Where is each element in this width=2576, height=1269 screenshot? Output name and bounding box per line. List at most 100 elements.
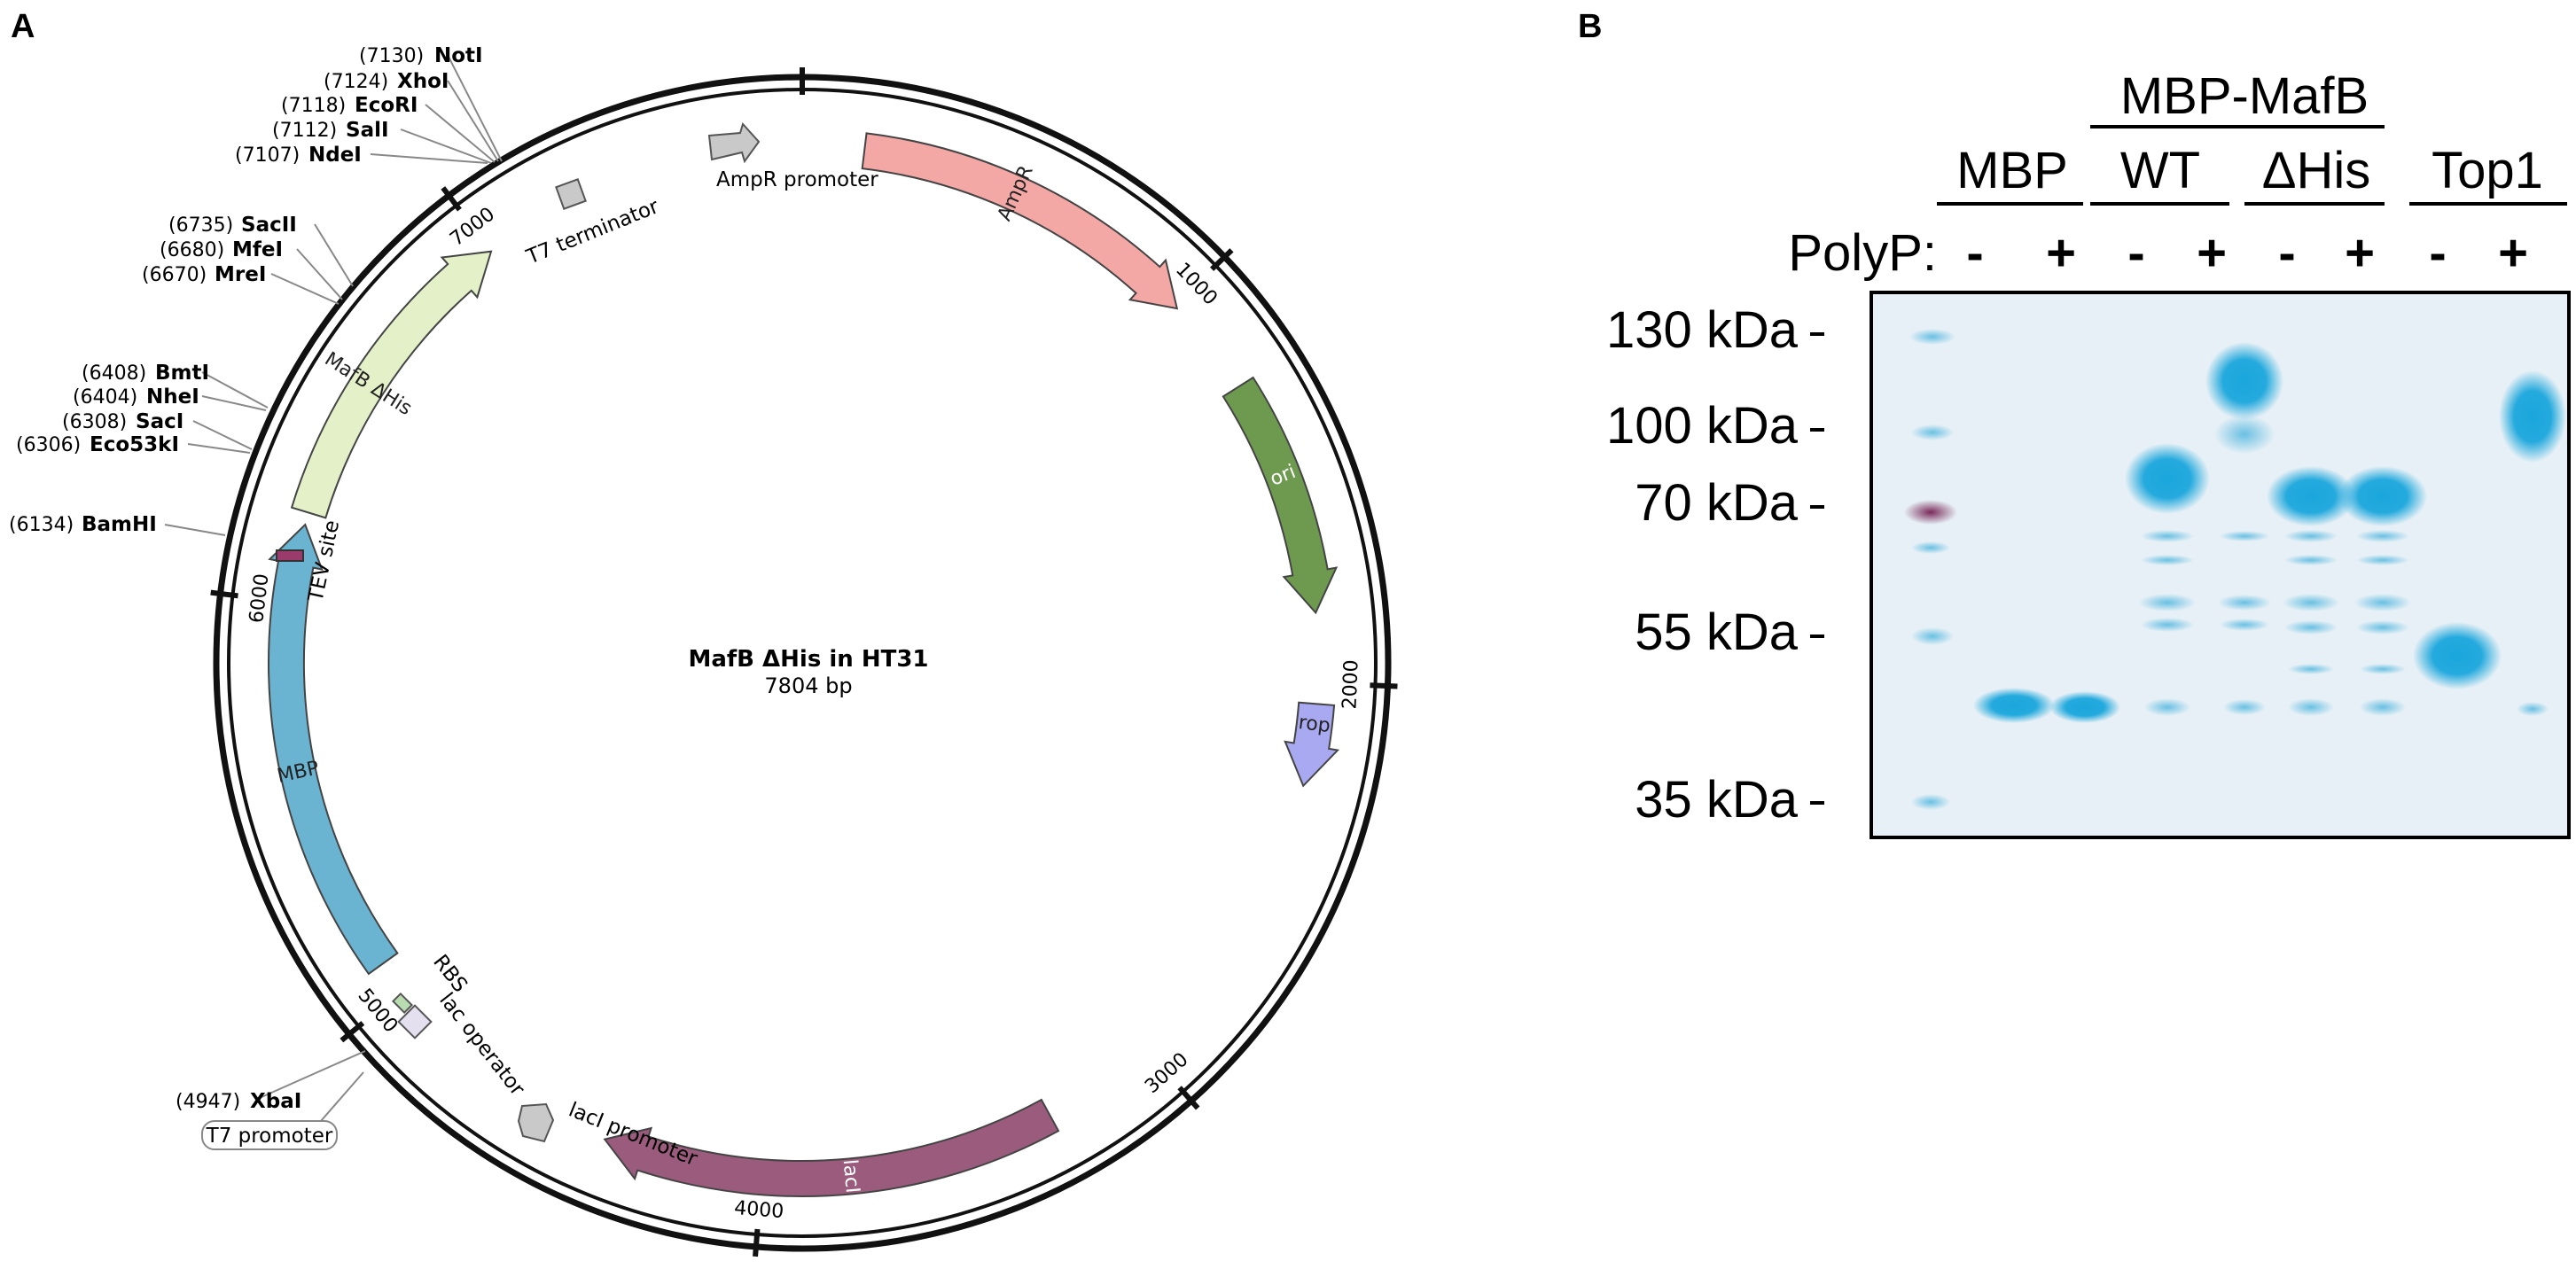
marker-70: 70 kDa <box>1635 474 1824 532</box>
band-faint <box>2283 594 2339 611</box>
feature-rop <box>1284 701 1340 788</box>
site-nhei-name: NheI <box>146 385 199 409</box>
site-bamhi: (6134) BamHI <box>9 513 226 536</box>
panel-a-label: A <box>11 8 35 45</box>
site-noti: (7130) NotI <box>359 44 503 162</box>
marker-130: 130 kDa <box>1606 301 1824 359</box>
site-ecori-name: EcoRI <box>355 94 418 117</box>
site-xhoi-pos: (7124) <box>324 71 388 93</box>
tick-6000 <box>210 589 238 599</box>
lane-mbp-plus <box>2049 691 2120 723</box>
band-faint <box>2220 531 2269 541</box>
band <box>2205 342 2283 420</box>
site-nhei: (6404) NheI <box>73 385 267 411</box>
site-mrei-name: MreI <box>215 263 266 286</box>
lac-operator-feature: lac operator <box>397 989 529 1101</box>
marker-55: 55 kDa <box>1635 603 1824 661</box>
tick-5000 <box>340 1021 365 1043</box>
t7-terminator-label: T7 terminator <box>523 195 663 269</box>
group-header-mbp-mafb: MBP-MafB <box>2120 67 2369 125</box>
band-faint <box>2288 698 2334 716</box>
polyp-row-label: PolyP: <box>1788 224 1937 282</box>
band-faint <box>2284 620 2338 634</box>
band-faint <box>2356 555 2409 565</box>
band-faint <box>2354 594 2411 611</box>
lane-top1-plus <box>2499 370 2566 716</box>
lac-operator-box <box>397 1004 433 1039</box>
band-faint <box>2214 415 2275 454</box>
laci-promoter-feature: lacI promoter <box>517 1098 701 1171</box>
ampr-promoter-arrow <box>707 122 761 164</box>
marker-label: 55 kDa <box>1635 603 1799 661</box>
site-sacii: (6735) SacII <box>168 214 354 287</box>
site-bamhi-leader <box>164 524 226 536</box>
band-faint <box>2141 530 2194 542</box>
site-noti-name: NotI <box>434 44 483 67</box>
site-sacii-pos: (6735) <box>168 214 233 237</box>
band <box>2338 466 2427 526</box>
tick-label-2000: 2000 <box>1339 659 1362 710</box>
site-noti-leader <box>447 54 503 162</box>
site-ecori-pos: (7118) <box>281 95 346 117</box>
polyp-sign: - <box>2278 224 2295 282</box>
ladder-band <box>1909 329 1955 345</box>
site-eco53ki-pos: (6306) <box>16 434 81 456</box>
polyp-sign: + <box>2345 224 2375 282</box>
marker-label: 130 kDa <box>1606 301 1799 359</box>
marker-label: 35 kDa <box>1635 771 1799 829</box>
site-xhoi: (7124) XhoI <box>324 70 499 162</box>
panel-b-label: B <box>1578 8 1602 45</box>
group-wt: WT <box>2120 142 2200 199</box>
site-bmti: (6408) BmtI <box>82 362 269 409</box>
feature-ampr <box>861 132 1179 310</box>
t7-promoter-box <box>201 1120 338 1150</box>
group-dhis: ΔHis <box>2262 142 2371 199</box>
band-faint <box>2517 702 2549 716</box>
lane-wt-plus <box>2205 342 2283 715</box>
marker-35: 35 kDa <box>1635 771 1824 829</box>
polyp-sign: + <box>2046 224 2076 282</box>
site-xbai: (4947) XbaI <box>176 1050 366 1113</box>
site-sali: (7112) SalI <box>272 119 492 164</box>
site-mrei: (6670) MreI <box>142 263 340 305</box>
site-sali-name: SalI <box>346 119 389 142</box>
lane-dhis-plus <box>2338 466 2427 716</box>
band-faint <box>2141 618 2194 632</box>
site-bmti-pos: (6408) <box>82 362 146 385</box>
marker-label: 70 kDa <box>1635 474 1799 532</box>
group-mbp: MBP <box>1956 142 2068 199</box>
site-bamhi-name: BamHI <box>82 513 157 536</box>
ladder-lane <box>1904 329 1957 810</box>
ladder-band <box>1911 794 1950 810</box>
site-sacii-name: SacII <box>241 214 297 237</box>
rbs-box <box>391 992 414 1015</box>
laci-promoter-arrow <box>517 1102 555 1143</box>
ladder-band <box>1911 424 1954 440</box>
site-nhei-pos: (6404) <box>73 386 137 409</box>
polyp-sign: - <box>1966 224 1983 282</box>
ladder-band-highlight <box>1904 500 1957 525</box>
rbs-label: RBS <box>428 951 472 997</box>
site-bamhi-pos: (6134) <box>9 514 74 536</box>
site-ecori-leader <box>425 104 496 163</box>
band <box>2413 622 2502 689</box>
band-faint <box>2141 555 2194 565</box>
band-faint <box>2284 555 2338 565</box>
band-faint <box>2288 664 2334 674</box>
t7-promoter-label: T7 promoter <box>206 1125 333 1148</box>
polyp-sign: - <box>2127 224 2144 282</box>
group-top1: Top1 <box>2432 142 2543 199</box>
lane-mbp-minus <box>1973 688 2055 723</box>
band-faint <box>2284 530 2338 542</box>
feature-mafb-his <box>290 250 493 519</box>
site-mrei-pos: (6670) <box>142 264 207 286</box>
feature-label-rop: rop <box>1297 712 1331 737</box>
lac-operator-label: lac operator <box>434 989 529 1101</box>
polyp-signs: - + - + - + - + <box>1966 224 2528 282</box>
feature-ori <box>1222 376 1339 615</box>
site-ndei-pos: (7107) <box>235 144 300 167</box>
site-sali-leader <box>400 128 492 164</box>
site-bmti-leader <box>201 371 269 409</box>
band <box>2499 370 2566 463</box>
t7-terminator-feature: T7 terminator <box>523 178 663 269</box>
